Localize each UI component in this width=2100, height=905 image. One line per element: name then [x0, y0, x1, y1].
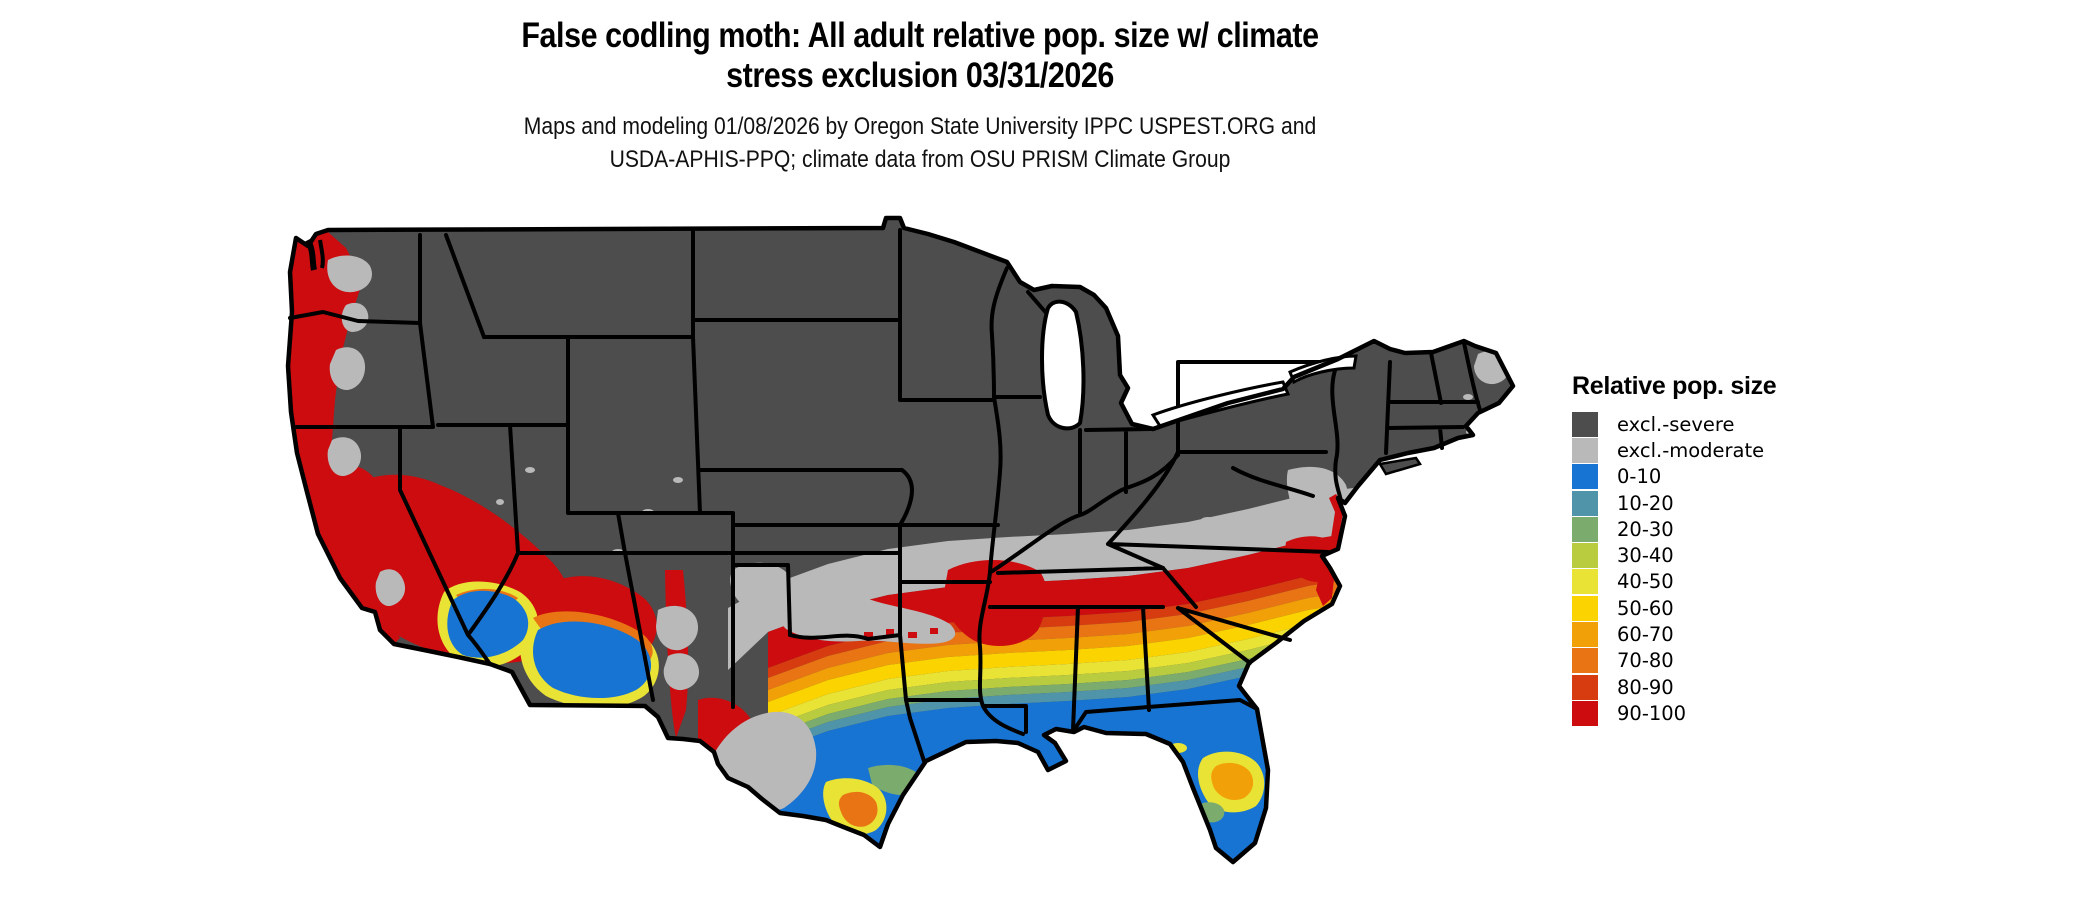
central-texas-gray-gap — [779, 594, 956, 644]
legend-label: 10-20 — [1617, 491, 1674, 515]
lake-michigan — [1040, 299, 1086, 431]
legend-label: excl.-severe — [1617, 412, 1735, 436]
legend-swatch — [1572, 543, 1598, 569]
legend-row: 0-10 — [1572, 464, 1992, 490]
band-90-100 — [768, 526, 1428, 668]
legend-title: Relative pop. size — [1572, 372, 1777, 400]
legend-swatch — [1572, 464, 1598, 490]
central-florida-orange — [1211, 762, 1254, 800]
legend-row: 20-30 — [1572, 516, 1992, 542]
lake-ontario — [1288, 354, 1358, 385]
legend-row: 30-40 — [1572, 542, 1992, 569]
puget-sound-inlets — [305, 238, 325, 271]
legend-label: excl.-moderate — [1617, 438, 1765, 462]
legend-row: 90-100 — [1572, 700, 1992, 726]
map-title-line1: False codling moth: All adult relative p… — [521, 16, 1319, 55]
map-subtitle-line1: Maps and modeling 01/08/2026 by Oregon S… — [523, 113, 1317, 140]
band-70-80 — [768, 572, 1428, 690]
band-80-90 — [768, 562, 1428, 678]
legend-row: 70-80 — [1572, 648, 1992, 674]
legend-swatch — [1572, 516, 1598, 542]
legend-row: 40-50 — [1572, 569, 1992, 595]
band-50-60 — [768, 596, 1428, 716]
map-subtitle-line2: USDA-APHIS-PPQ; climate data from OSU PR… — [609, 146, 1231, 173]
legend-swatch — [1572, 569, 1598, 595]
legend-label: 40-50 — [1617, 570, 1674, 594]
legend-row: 10-20 — [1572, 490, 1992, 516]
us-map-canvas — [285, 215, 1516, 865]
legend-swatch — [1572, 700, 1598, 726]
legend-row: excl.-severe — [1572, 411, 1992, 437]
legend-swatch — [1572, 437, 1598, 463]
conus-outline — [285, 215, 1516, 865]
west-coast-red-strip — [288, 232, 400, 644]
legend-label: 50-60 — [1617, 596, 1674, 620]
west-coast-gray-fringe — [327, 255, 406, 607]
legend-row: 50-60 — [1572, 595, 1992, 621]
long-island — [1377, 456, 1422, 476]
legend-row: 80-90 — [1572, 674, 1992, 700]
legend-swatch — [1572, 622, 1598, 648]
legend: Relative pop. size excl.-severe excl.-mo… — [1572, 372, 1992, 727]
band-40-50 — [768, 610, 1428, 727]
legend-label: 70-80 — [1617, 649, 1674, 673]
legend-swatch — [1572, 411, 1598, 437]
state-borders — [288, 228, 1482, 763]
band-60-70 — [768, 584, 1428, 702]
legend-label: 0-10 — [1617, 465, 1662, 489]
map-title-line2: stress exclusion 03/31/2026 — [726, 56, 1114, 95]
legend-row: excl.-moderate — [1572, 437, 1992, 463]
legend-label: 90-100 — [1617, 701, 1687, 725]
legend-swatch — [1572, 648, 1598, 674]
us-map — [228, 140, 1548, 900]
legend-swatch — [1572, 595, 1598, 621]
header: False codling moth: All adult relative p… — [0, 0, 1840, 176]
legend-swatch — [1572, 490, 1598, 516]
legend-label: 80-90 — [1617, 675, 1674, 699]
legend-label: 60-70 — [1617, 623, 1674, 647]
band-30-40 — [768, 621, 1428, 736]
legend-label: 30-40 — [1617, 544, 1674, 568]
legend-row: 60-70 — [1572, 621, 1992, 648]
legend-label: 20-30 — [1617, 517, 1674, 541]
legend-swatch — [1572, 674, 1598, 700]
